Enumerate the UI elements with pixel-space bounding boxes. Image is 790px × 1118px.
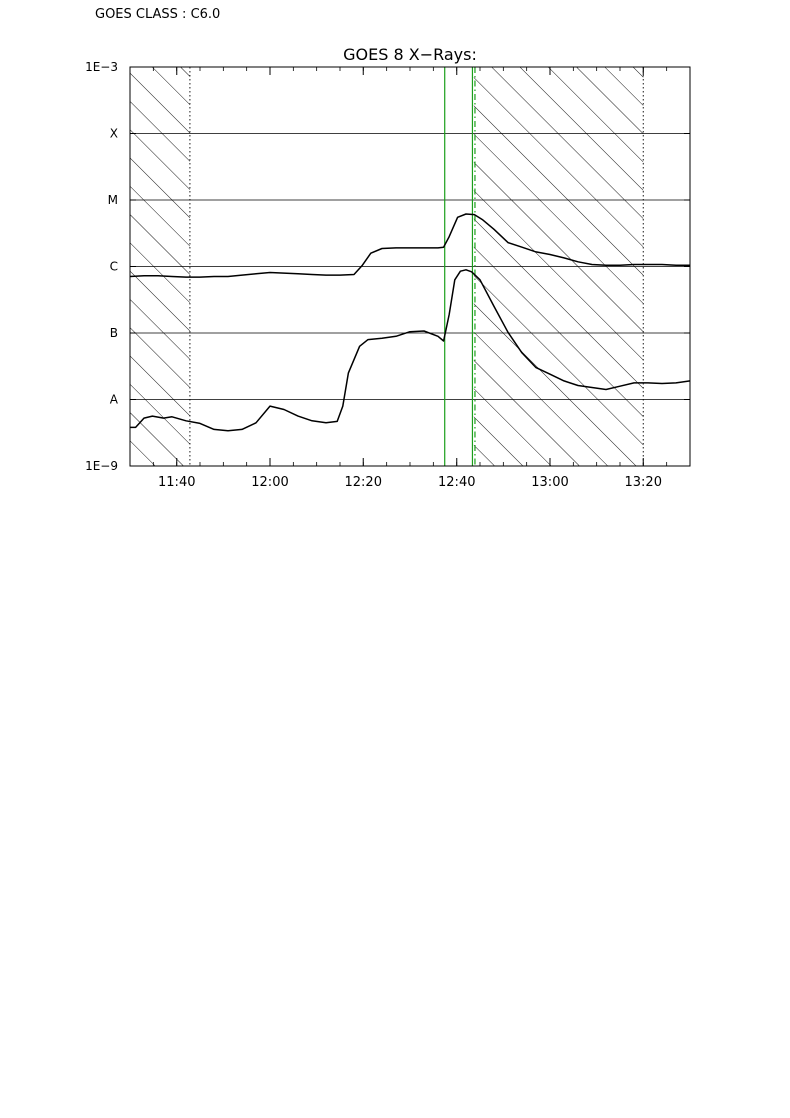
- x-tick-label-2: 12:20: [345, 475, 382, 490]
- series-line-0: [129, 213, 690, 278]
- y-tick-label-4: B: [110, 326, 118, 340]
- y-tick-label-5: A: [110, 393, 119, 407]
- y-tick-label-2: M: [108, 193, 118, 207]
- x-tick-label-4: 13:00: [531, 475, 568, 490]
- x-tick-label-3: 12:40: [438, 475, 475, 490]
- chart-title: GOES 8 X−Rays:: [343, 45, 477, 64]
- x-tick-label-0: 11:40: [158, 475, 195, 490]
- x-tick-label-1: 12:00: [251, 475, 288, 490]
- y-tick-label-6: 1E−9: [85, 459, 118, 473]
- y-tick-label-1: X: [110, 127, 118, 141]
- series-line-1: [130, 269, 691, 432]
- plot-area: 1E−3 X M C B A 1E−9 11:40 12:00 12:20 12:40 13:00 13…: [85, 60, 691, 490]
- y-tick-label-0: 1E−3: [85, 60, 118, 74]
- goes-class-label: GOES CLASS : C6.0: [95, 7, 220, 22]
- y-tick-label-3: C: [110, 260, 118, 274]
- x-tick-label-5: 13:20: [625, 475, 662, 490]
